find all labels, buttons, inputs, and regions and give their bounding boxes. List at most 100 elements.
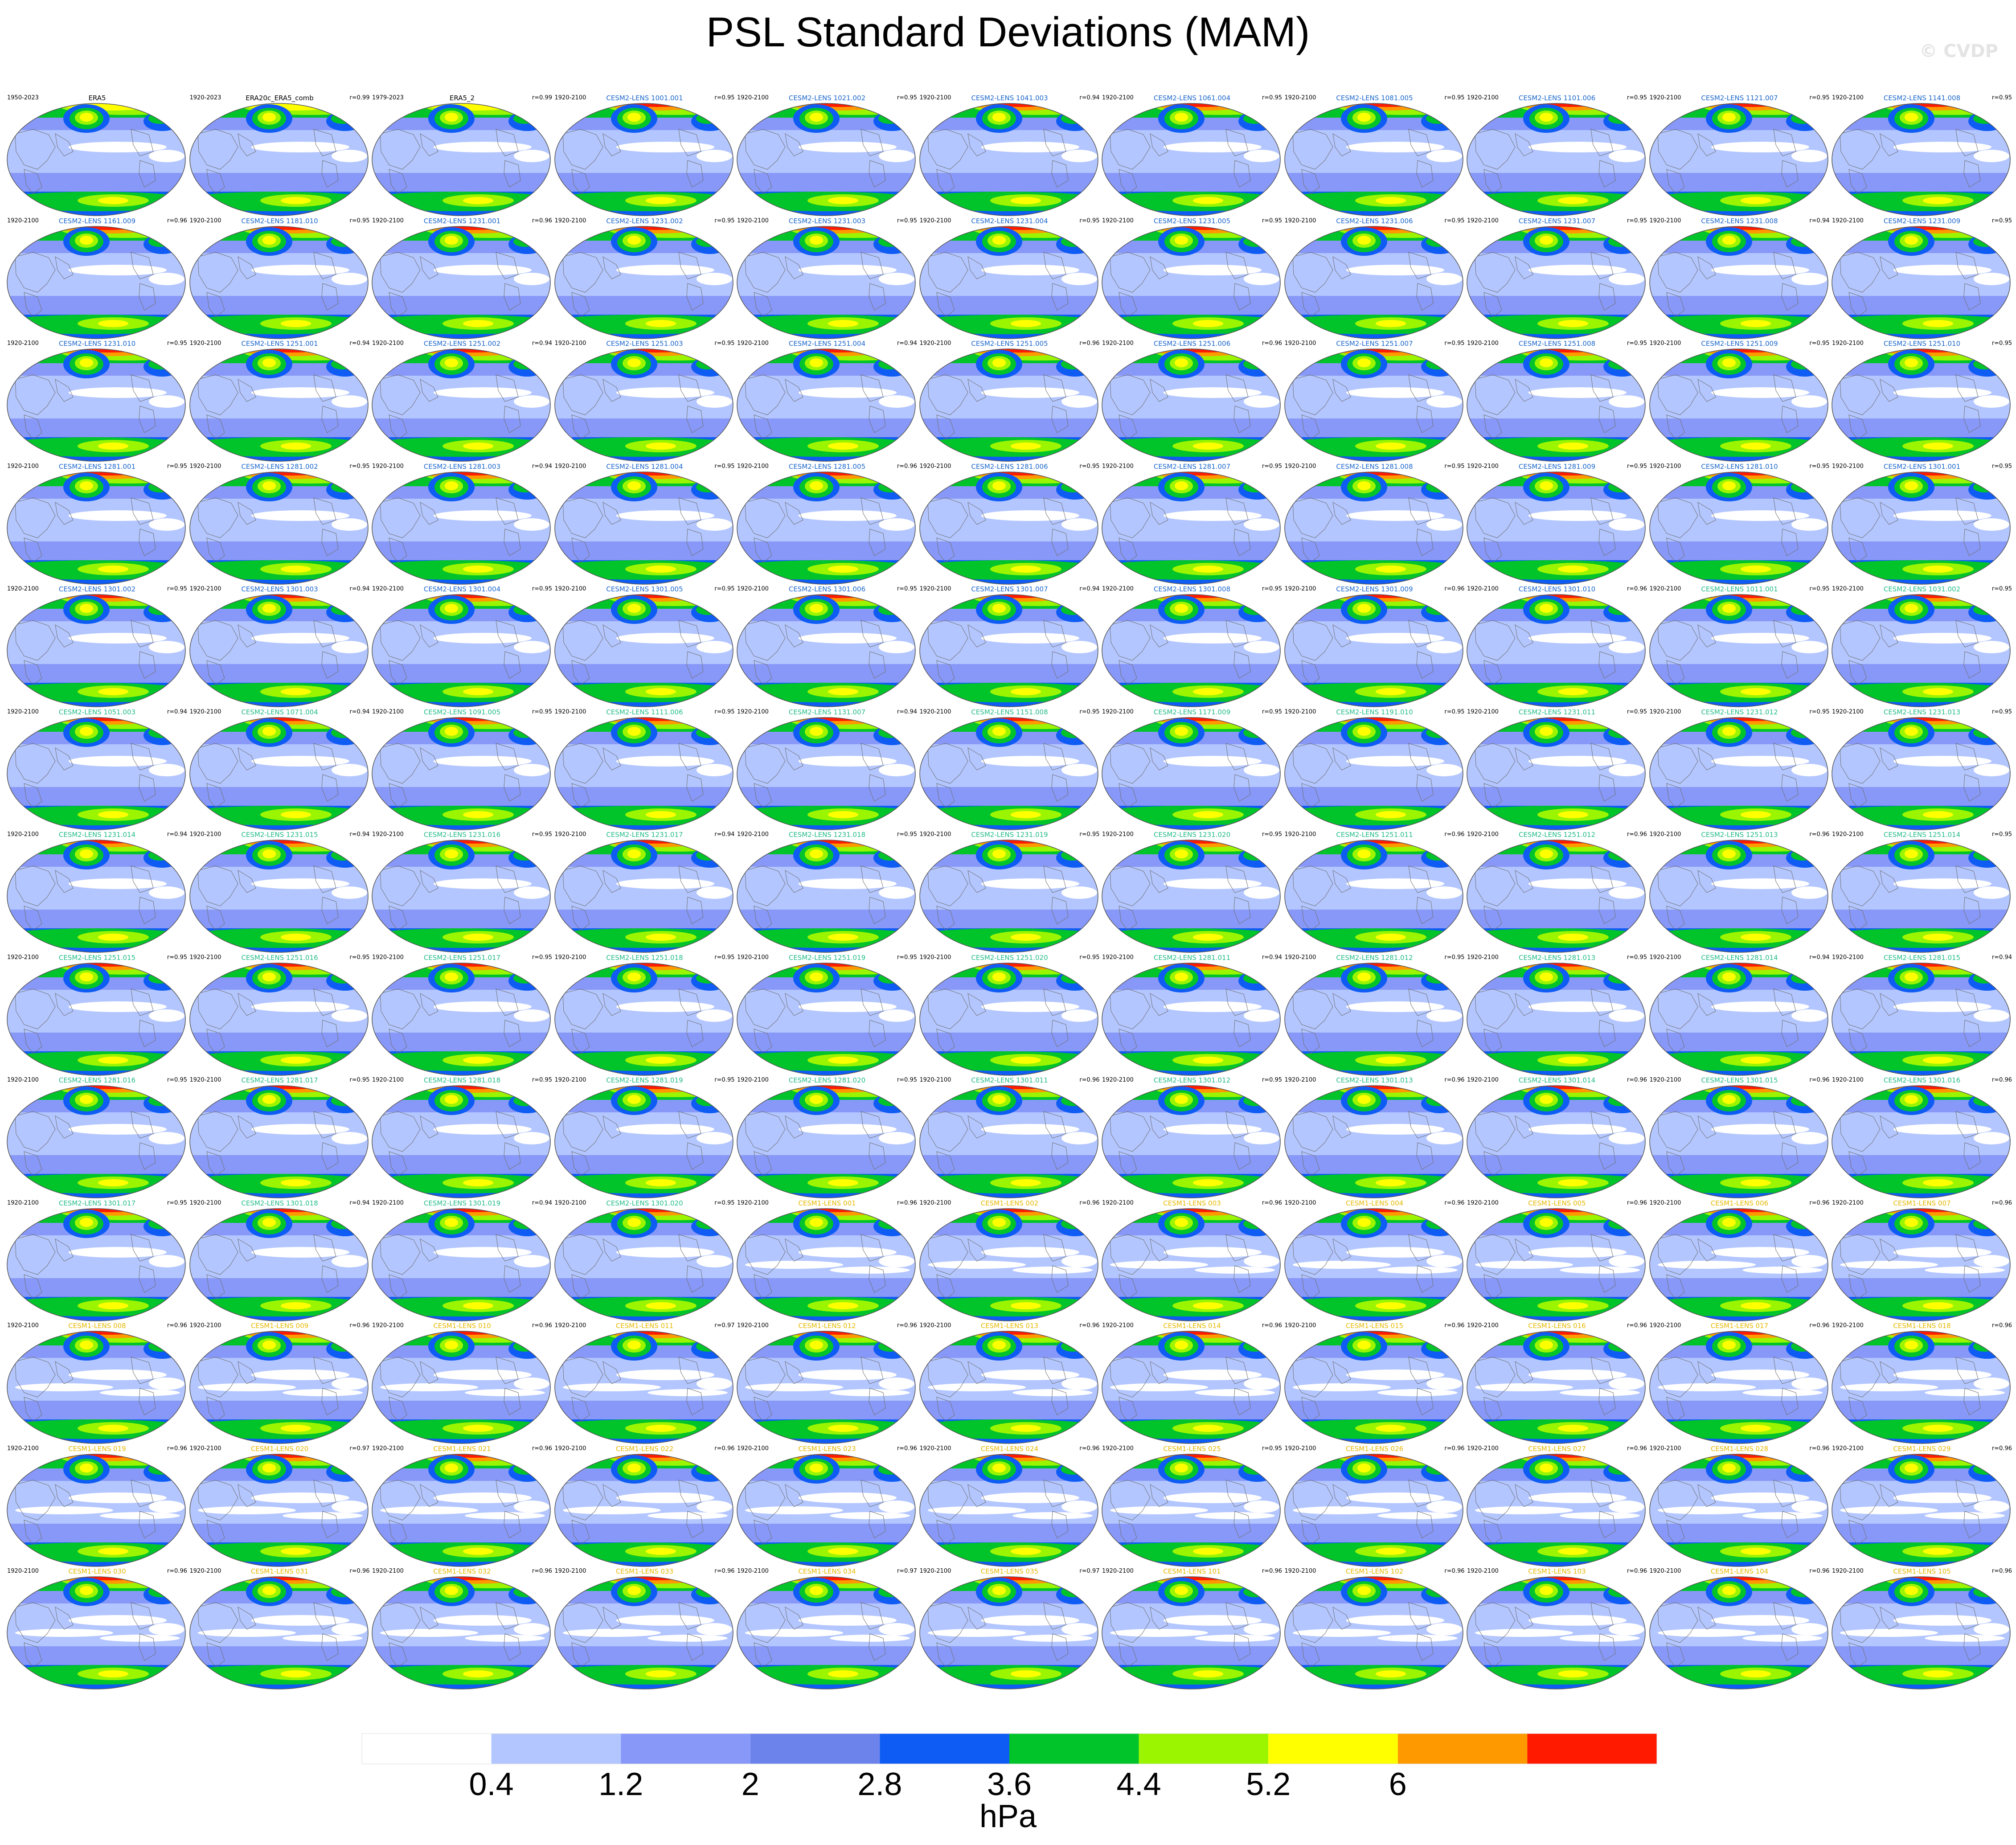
panel-period: 1920-2100 <box>7 1199 39 1206</box>
map-panel: 1920-2100 CESM1-LENS 020 r=0.97 <box>189 1445 371 1568</box>
panel-period: 1920-2100 <box>1284 463 1316 470</box>
panel-name: CESM1-LENS 008 <box>68 1322 126 1330</box>
panel-period: 1920-2100 <box>1832 94 1864 101</box>
map-panel: 1920-2100 CESM2-LENS 1191.010 r=0.95 <box>1284 709 1466 832</box>
map-contour <box>1284 103 1463 216</box>
map-panel: 1920-2100 CESM1-LENS 008 r=0.96 <box>6 1322 188 1445</box>
colorbar-tick-label: 2 <box>741 1767 759 1802</box>
panel-pattern-correlation: r=0.96 <box>1991 1322 2012 1329</box>
map-contour <box>1102 1576 1281 1689</box>
map-contour <box>372 1085 551 1198</box>
map-panel: 1920-2100 CESM2-LENS 1301.012 r=0.95 <box>1101 1077 1283 1200</box>
map-contour <box>1832 717 2011 830</box>
map-panel: 1920-2023 ERA20c_ERA5_comb r=0.99 <box>189 94 371 217</box>
map-panel: 1920-2100 CESM2-LENS 1301.013 r=0.96 <box>1284 1077 1466 1200</box>
panel-name: CESM2-LENS 1281.015 <box>1883 953 1961 962</box>
map-contour <box>372 471 551 585</box>
panel-period: 1920-2100 <box>7 708 39 715</box>
map-contour <box>189 962 369 1076</box>
panel-pattern-correlation: r=0.95 <box>714 708 735 715</box>
panel-pattern-correlation: r=0.99 <box>532 94 552 101</box>
panel-pattern-correlation: r=0.95 <box>167 1077 187 1083</box>
panel-name: CESM2-LENS 1091.005 <box>423 708 501 716</box>
panel-period: 1920-2100 <box>737 217 769 224</box>
panel-name: CESM2-LENS 1231.010 <box>58 340 136 348</box>
panel-pattern-correlation: r=0.94 <box>167 708 187 715</box>
panel-pattern-correlation: r=0.97 <box>349 1445 370 1452</box>
panel-pattern-correlation: r=0.95 <box>349 954 370 961</box>
panel-pattern-correlation: r=0.95 <box>714 1199 735 1206</box>
map-panel: 1920-2100 CESM2-LENS 1231.016 r=0.95 <box>371 831 553 954</box>
panel-pattern-correlation: r=0.95 <box>1809 340 1830 347</box>
panel-pattern-correlation: r=0.96 <box>1809 1077 1830 1083</box>
panel-name: CESM1-LENS 004 <box>1345 1199 1404 1207</box>
panel-pattern-correlation: r=0.95 <box>714 954 735 961</box>
map-contour <box>919 1453 1098 1567</box>
map-panel: 1920-2100 CESM2-LENS 1301.001 r=0.95 <box>1831 463 2013 586</box>
panel-name: CESM2-LENS 1231.001 <box>423 217 501 225</box>
panel-name: CESM2-LENS 1301.018 <box>241 1199 318 1207</box>
panel-pattern-correlation: r=0.96 <box>1262 1322 1282 1329</box>
map-contour <box>1649 1085 1828 1198</box>
panel-period: 1920-2100 <box>1832 1568 1864 1574</box>
panel-pattern-correlation: r=0.94 <box>897 340 917 347</box>
map-contour <box>554 1331 733 1444</box>
panel-name: CESM1-LENS 033 <box>615 1567 674 1575</box>
panel-name: CESM1-LENS 007 <box>1893 1199 1951 1207</box>
panel-pattern-correlation: r=0.95 <box>532 586 552 592</box>
colorbar-units: hPa <box>979 1799 1037 1834</box>
map-panel: 1920-2100 CESM1-LENS 031 r=0.96 <box>189 1568 371 1691</box>
map-contour <box>919 226 1098 339</box>
panel-pattern-correlation: r=0.96 <box>1991 1445 2012 1452</box>
map-contour <box>1649 594 1828 707</box>
map-panel: 1920-2100 CESM2-LENS 1301.006 r=0.95 <box>736 586 918 709</box>
panel-pattern-correlation: r=0.96 <box>1627 1199 1647 1206</box>
panel-period: 1920-2100 <box>919 94 951 101</box>
panel-pattern-correlation: r=0.95 <box>1809 94 1830 101</box>
map-contour <box>1284 348 1463 462</box>
map-panel: 1920-2100 CESM1-LENS 033 r=0.96 <box>554 1568 736 1691</box>
panel-period: 1920-2100 <box>919 1322 951 1329</box>
panel-name: CESM2-LENS 1231.004 <box>971 217 1048 225</box>
panel-period: 1920-2100 <box>554 463 586 470</box>
panel-name: CESM1-LENS 026 <box>1345 1444 1404 1453</box>
panel-period: 1920-2100 <box>189 708 221 715</box>
map-contour <box>737 471 916 585</box>
map-panel: 1920-2100 CESM2-LENS 1251.012 r=0.96 <box>1466 831 1648 954</box>
map-panel: 1920-2100 CESM1-LENS 018 r=0.96 <box>1831 1322 2013 1445</box>
map-contour <box>1832 962 2011 1076</box>
panel-period: 1920-2100 <box>1467 463 1499 470</box>
panel-pattern-correlation: r=0.94 <box>349 708 370 715</box>
panel-period: 1920-2100 <box>189 1568 221 1574</box>
map-panel: 1920-2100 CESM1-LENS 016 r=0.96 <box>1466 1322 1648 1445</box>
panel-pattern-correlation: r=0.95 <box>1079 708 1100 715</box>
panel-name: CESM2-LENS 1231.005 <box>1153 217 1231 225</box>
panel-name: CESM2-LENS 1251.013 <box>1701 831 1778 839</box>
map-panel: 1920-2100 CESM2-LENS 1011.001 r=0.95 <box>1649 586 1831 709</box>
panel-pattern-correlation: r=0.94 <box>1079 94 1100 101</box>
panel-period: 1920-2100 <box>1284 1322 1316 1329</box>
panel-name: CESM1-LENS 035 <box>980 1567 1039 1575</box>
map-contour <box>1102 1085 1281 1198</box>
panel-name: CESM2-LENS 1121.007 <box>1701 94 1778 102</box>
map-contour <box>737 1085 916 1198</box>
map-panel: 1920-2100 CESM1-LENS 034 r=0.97 <box>736 1568 918 1691</box>
panel-name: CESM1-LENS 019 <box>68 1444 126 1453</box>
panel-period: 1920-2100 <box>1467 708 1499 715</box>
map-contour <box>1832 840 2011 953</box>
map-contour <box>1102 471 1281 585</box>
map-panel: 1920-2100 CESM2-LENS 1281.006 r=0.95 <box>919 463 1101 586</box>
map-panel: 1920-2100 CESM2-LENS 1121.007 r=0.95 <box>1649 94 1831 217</box>
panel-name: CESM2-LENS 1251.002 <box>423 340 501 348</box>
panel-name: CESM1-LENS 015 <box>1345 1322 1404 1330</box>
map-panel: 1920-2100 CESM2-LENS 1251.014 r=0.95 <box>1831 831 2013 954</box>
map-contour <box>1102 1208 1281 1321</box>
map-contour <box>372 840 551 953</box>
panel-name: CESM2-LENS 1281.008 <box>1336 462 1413 471</box>
map-panel: 1920-2100 CESM2-LENS 1251.002 r=0.94 <box>371 340 553 463</box>
map-panel: 1920-2100 CESM1-LENS 004 r=0.96 <box>1284 1200 1466 1323</box>
map-contour <box>1649 717 1828 830</box>
panel-pattern-correlation: r=0.94 <box>1079 586 1100 592</box>
map-contour <box>189 594 369 707</box>
map-panel: 1920-2100 CESM2-LENS 1251.007 r=0.95 <box>1284 340 1466 463</box>
